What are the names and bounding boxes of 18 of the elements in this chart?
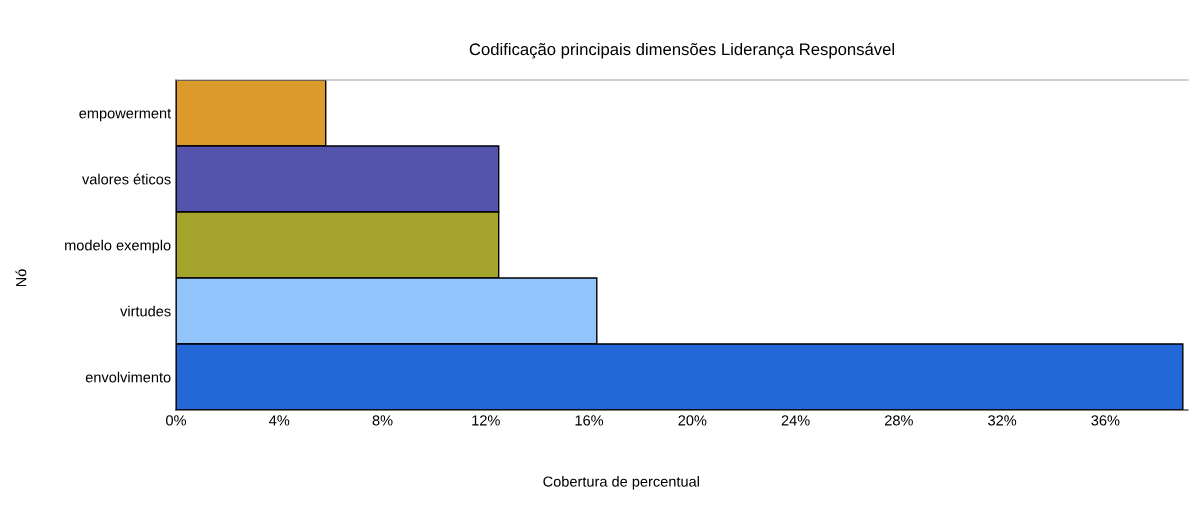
y-axis-title: Nó <box>15 269 27 287</box>
y-tick-label: modelo exemplo <box>65 239 171 254</box>
x-tick-label: 16% <box>575 415 604 426</box>
x-tick-label: 24% <box>781 415 810 426</box>
x-tick-label: 4% <box>269 415 290 426</box>
x-tick-label: 8% <box>372 415 393 426</box>
y-tick-label: virtudes <box>120 305 171 317</box>
x-tick-label: 32% <box>988 415 1017 426</box>
x-tick-label: 20% <box>678 415 707 426</box>
y-tick-label: envolvimento <box>85 371 171 383</box>
chart-title: Codificação principais dimensões Liderança Responsável <box>469 42 894 59</box>
x-tick-label: 12% <box>472 415 500 426</box>
y-tick-label: empowerment <box>79 108 172 122</box>
x-tick-label: 28% <box>885 415 913 426</box>
y-tick-label: valores éticos <box>82 173 171 185</box>
x-tick-label: 0% <box>166 415 187 426</box>
x-tick-label: 36% <box>1091 415 1120 426</box>
x-axis-title: Cobertura de percentual <box>543 476 699 490</box>
